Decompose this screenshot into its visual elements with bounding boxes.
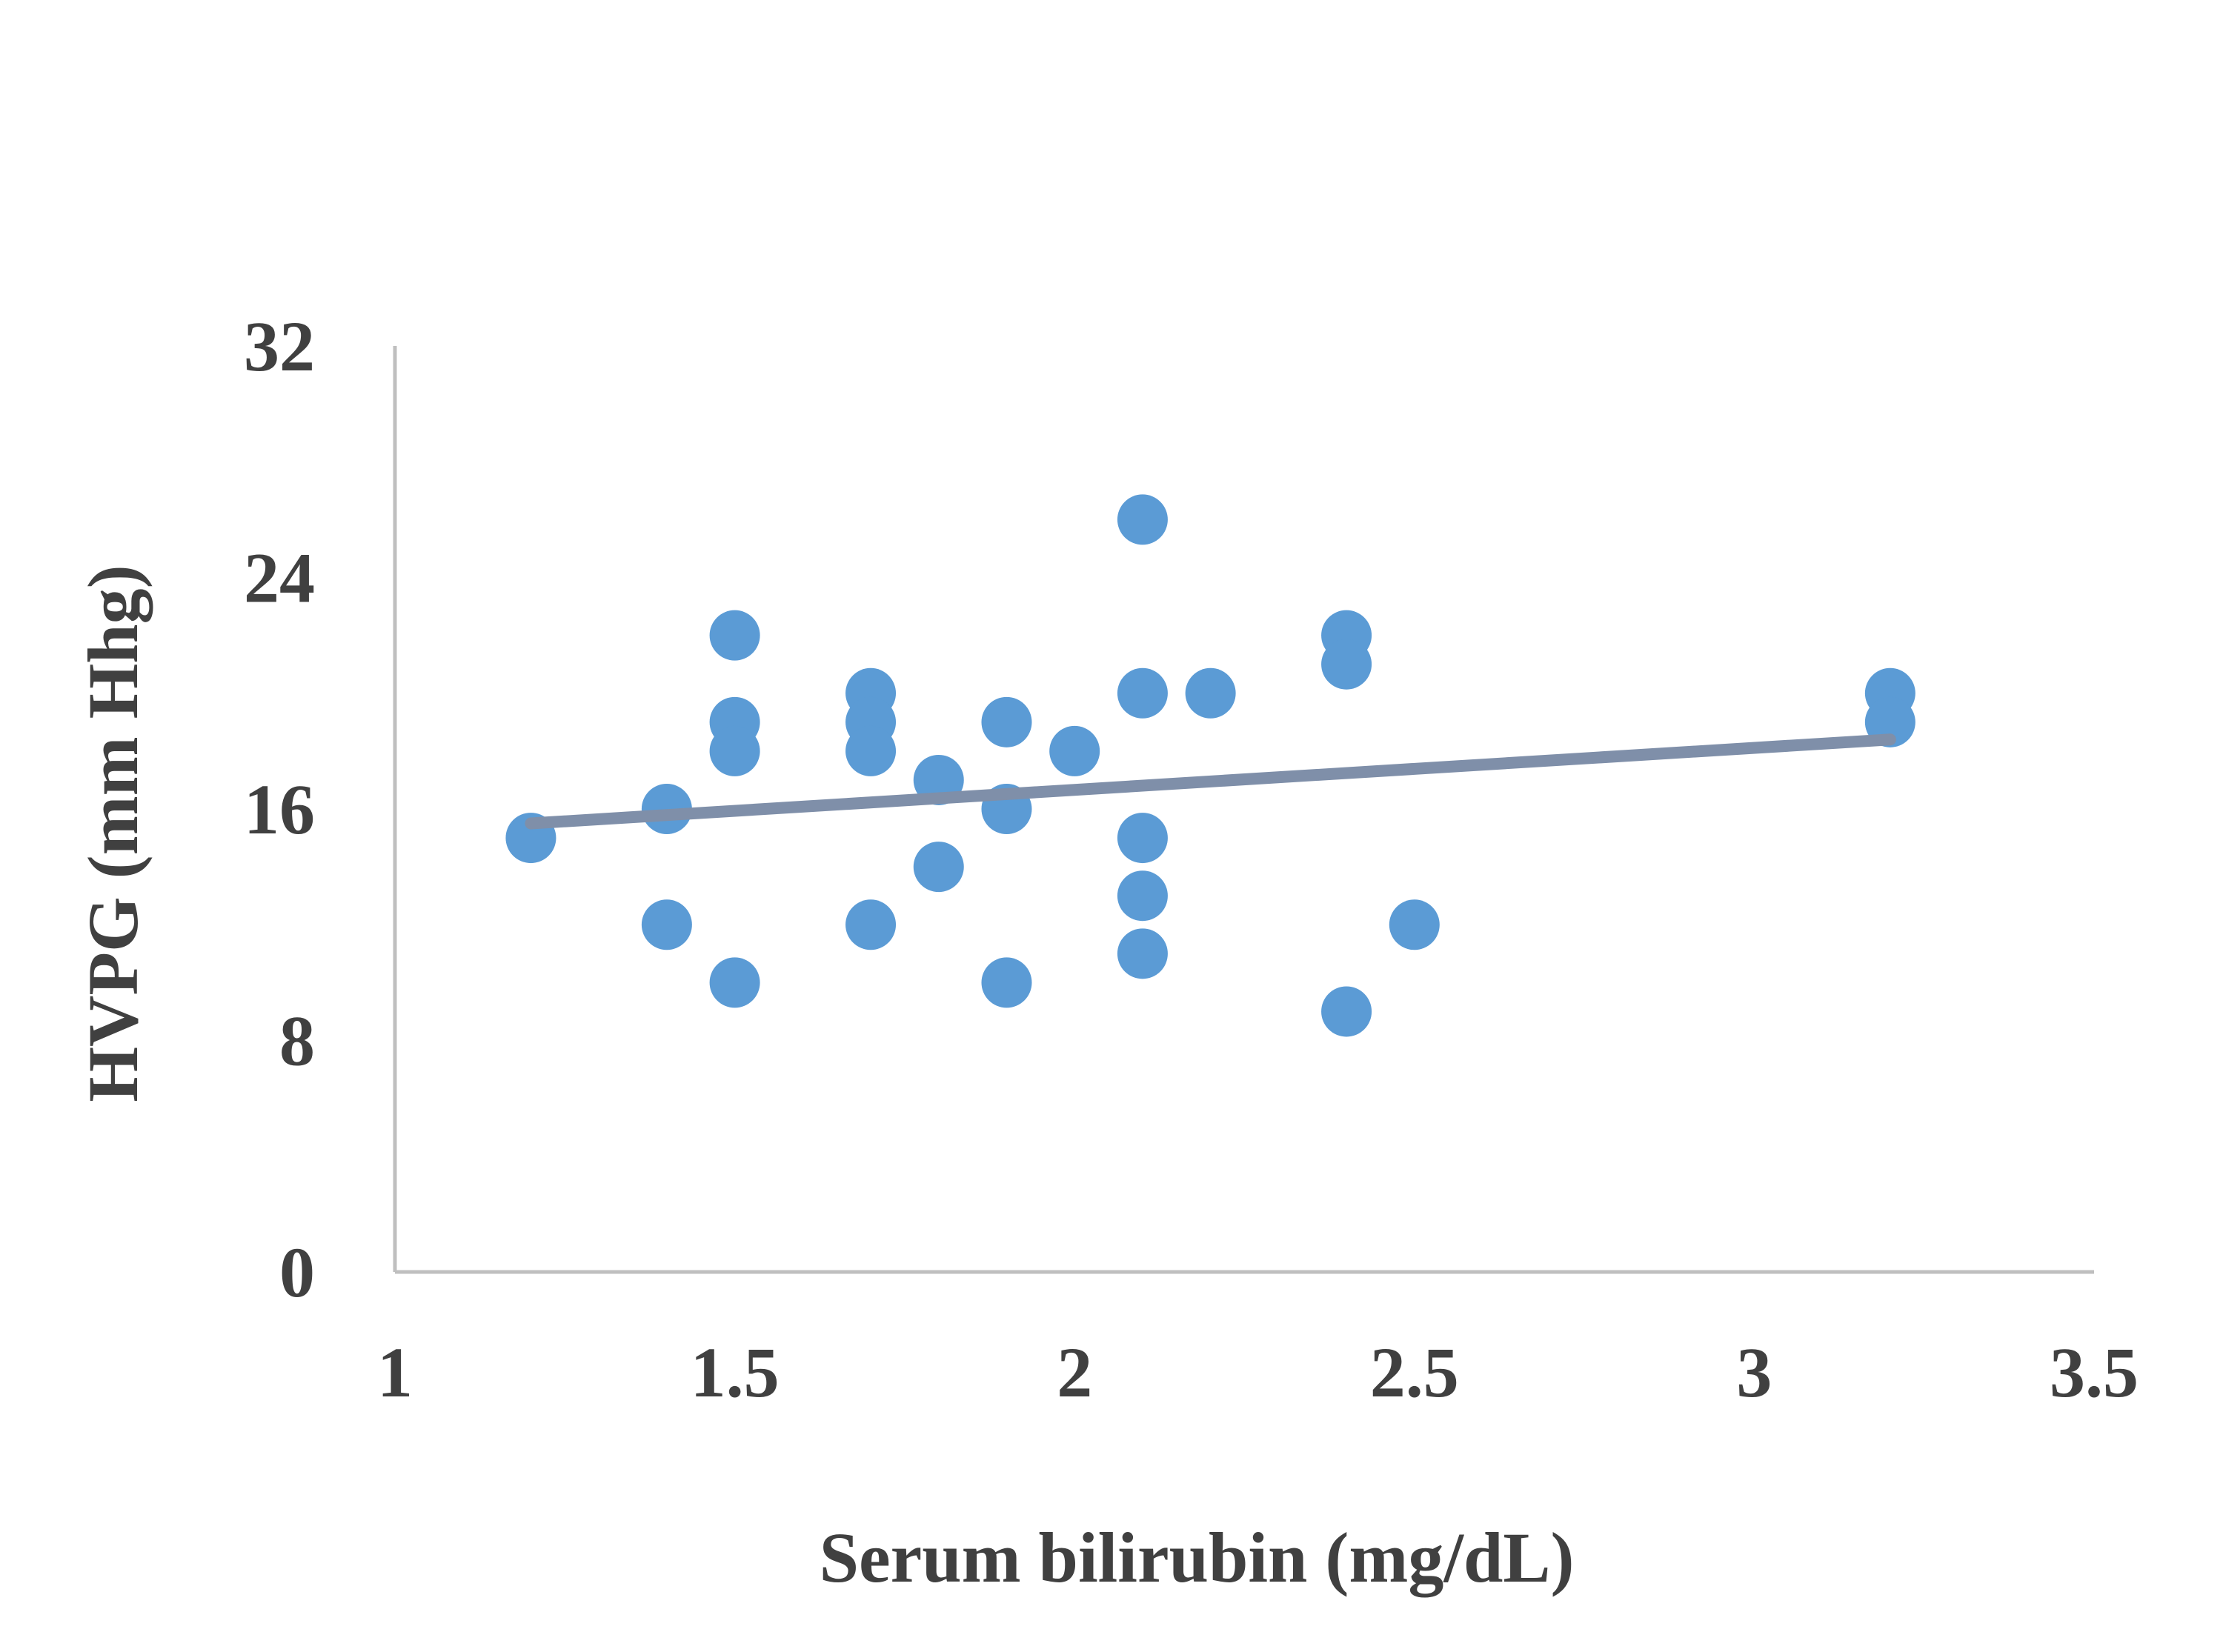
data-point <box>1117 870 1168 922</box>
data-point <box>845 899 897 950</box>
x-tick-label: 3 <box>1736 1333 1772 1412</box>
data-points <box>505 494 1915 1037</box>
x-tick-label: 1 <box>377 1333 413 1412</box>
data-point <box>1185 667 1236 719</box>
data-point <box>709 725 760 776</box>
data-point <box>709 610 760 661</box>
data-point <box>845 725 897 776</box>
x-tick-label: 2 <box>1057 1333 1092 1412</box>
data-point <box>1389 899 1440 950</box>
x-axis-title: Serum bilirubin (mg/dL) <box>820 1518 1575 1597</box>
data-point <box>1117 667 1168 719</box>
axes <box>393 346 2094 1274</box>
data-point <box>1117 494 1168 545</box>
x-tick-label: 3.5 <box>2050 1333 2139 1412</box>
data-point <box>1117 813 1168 864</box>
x-tick-label: 1.5 <box>691 1333 780 1412</box>
trendline <box>525 733 1896 830</box>
data-point <box>1321 639 1372 690</box>
data-point <box>981 696 1032 747</box>
data-point <box>709 957 760 1008</box>
y-tick-label: 24 <box>244 539 315 618</box>
y-axis-title: HVPG (mm Hhg) <box>73 564 153 1102</box>
y-tick-labels: 0 8 16 24 32 <box>244 307 315 1312</box>
x-tick-label: 2.5 <box>1370 1333 1459 1412</box>
y-tick-label: 8 <box>279 1002 315 1081</box>
data-point <box>641 899 692 950</box>
data-point <box>981 957 1032 1008</box>
y-tick-label: 16 <box>244 770 315 849</box>
x-tick-labels: 1 1.5 2 2.5 3 3.5 <box>377 1333 2139 1412</box>
data-point <box>913 842 964 893</box>
y-tick-label: 32 <box>244 307 315 386</box>
data-point <box>1117 928 1168 979</box>
y-tick-label: 0 <box>279 1233 315 1312</box>
data-point <box>1049 725 1100 776</box>
data-point <box>1321 986 1372 1037</box>
